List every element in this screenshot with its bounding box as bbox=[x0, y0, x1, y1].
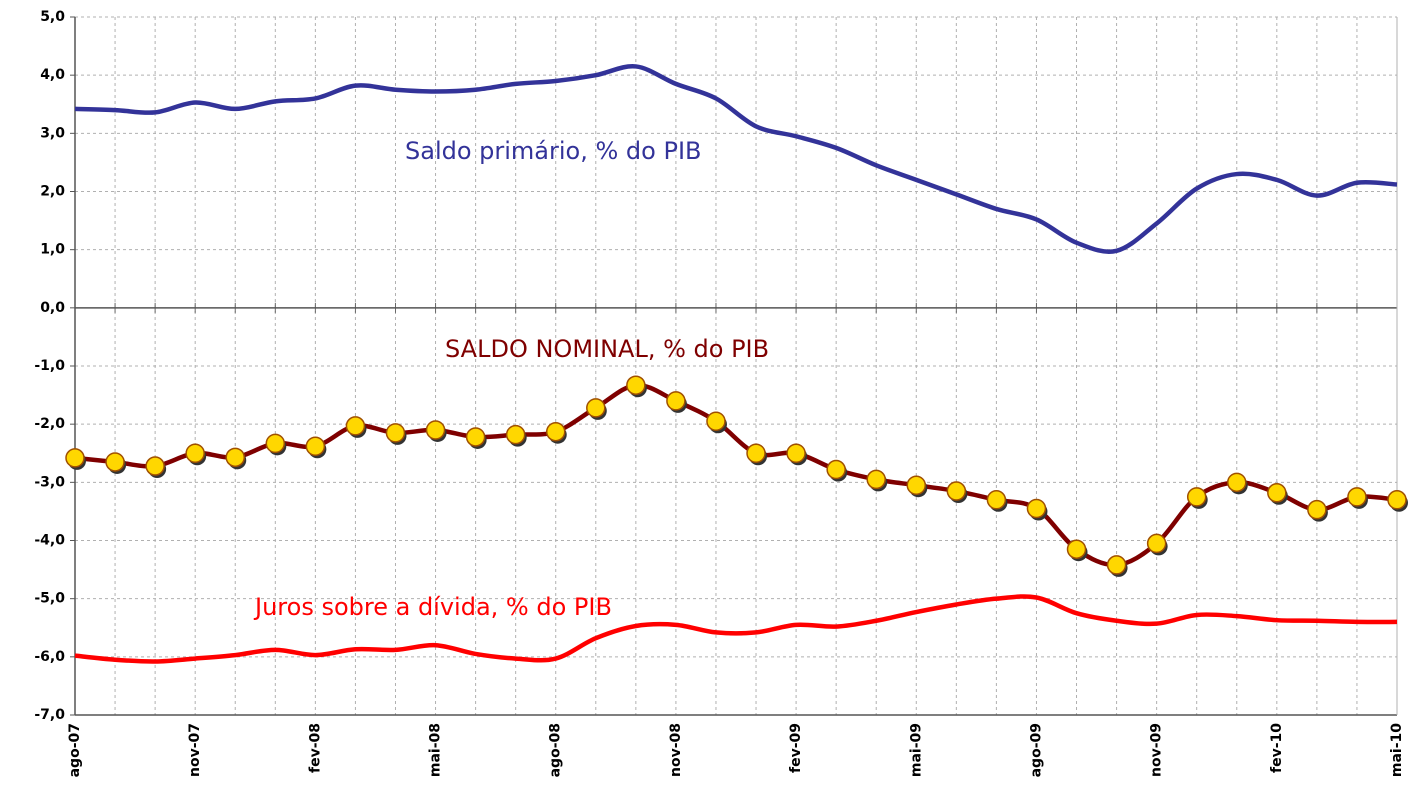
marker bbox=[185, 443, 205, 463]
marker bbox=[1066, 539, 1087, 559]
marker bbox=[145, 456, 165, 476]
marker bbox=[265, 433, 286, 454]
y-tick-label: 2,0 bbox=[40, 184, 65, 200]
y-tick-label: 3,0 bbox=[40, 125, 65, 141]
marker bbox=[1146, 533, 1167, 554]
y-tick-label: -6,0 bbox=[34, 649, 65, 665]
marker bbox=[866, 469, 886, 490]
y-tick-label: 4,0 bbox=[40, 67, 65, 83]
y-tick-label: 5,0 bbox=[40, 9, 65, 25]
marker bbox=[986, 490, 1007, 510]
y-tick-label: -2,0 bbox=[34, 416, 65, 432]
marker bbox=[1026, 498, 1047, 519]
x-tick-label: ago-07 bbox=[67, 723, 83, 777]
x-tick-label: mai-08 bbox=[428, 723, 444, 777]
series-line bbox=[74, 594, 1398, 664]
marker bbox=[65, 448, 85, 468]
marker bbox=[305, 436, 326, 457]
marker bbox=[105, 452, 125, 472]
x-tick-label: mai-10 bbox=[1389, 723, 1405, 777]
series-line bbox=[74, 382, 1398, 568]
y-tick-label: -7,0 bbox=[34, 707, 65, 723]
series-line bbox=[74, 64, 1398, 254]
marker bbox=[385, 423, 406, 443]
x-tick-label: fev-10 bbox=[1269, 723, 1285, 773]
x-tick-label: ago-08 bbox=[548, 723, 564, 777]
y-tick-label: -4,0 bbox=[34, 533, 65, 549]
marker bbox=[1106, 555, 1127, 575]
marker bbox=[425, 420, 446, 440]
series-label: Saldo primário, % do PIB bbox=[405, 137, 701, 165]
x-tick-label: nov-08 bbox=[668, 723, 684, 777]
marker bbox=[545, 421, 566, 442]
marker bbox=[465, 427, 486, 447]
y-tick-label: 0,0 bbox=[40, 300, 65, 316]
marker bbox=[505, 424, 526, 445]
marker bbox=[345, 416, 366, 436]
x-tick-label: fev-08 bbox=[307, 723, 323, 773]
x-tick-label: fev-09 bbox=[788, 723, 804, 773]
marker bbox=[1186, 487, 1207, 507]
y-tick-label: -3,0 bbox=[34, 474, 65, 490]
marker bbox=[946, 481, 967, 501]
marker bbox=[786, 443, 806, 463]
marker bbox=[1387, 490, 1407, 510]
marker bbox=[706, 411, 726, 432]
y-tick-label: -1,0 bbox=[34, 358, 65, 374]
marker bbox=[1307, 499, 1327, 520]
marker bbox=[586, 398, 606, 418]
marker bbox=[746, 443, 766, 463]
marker bbox=[1347, 487, 1367, 507]
series-label: Juros sobre a dívida, % do PIB bbox=[253, 593, 612, 621]
y-tick-label: 1,0 bbox=[40, 242, 65, 258]
series-label: SALDO NOMINAL, % do PIB bbox=[445, 335, 769, 363]
marker bbox=[906, 475, 927, 495]
marker bbox=[1227, 472, 1247, 493]
x-tick-label: nov-07 bbox=[187, 723, 203, 777]
marker bbox=[826, 459, 846, 480]
marker bbox=[1267, 483, 1287, 503]
marker bbox=[666, 391, 686, 411]
x-tick-label: mai-09 bbox=[908, 723, 924, 777]
y-tick-label: -5,0 bbox=[34, 591, 65, 607]
x-tick-label: ago-09 bbox=[1028, 723, 1044, 777]
x-tick-label: nov-09 bbox=[1149, 723, 1165, 777]
marker bbox=[225, 447, 245, 468]
marker bbox=[626, 375, 646, 395]
